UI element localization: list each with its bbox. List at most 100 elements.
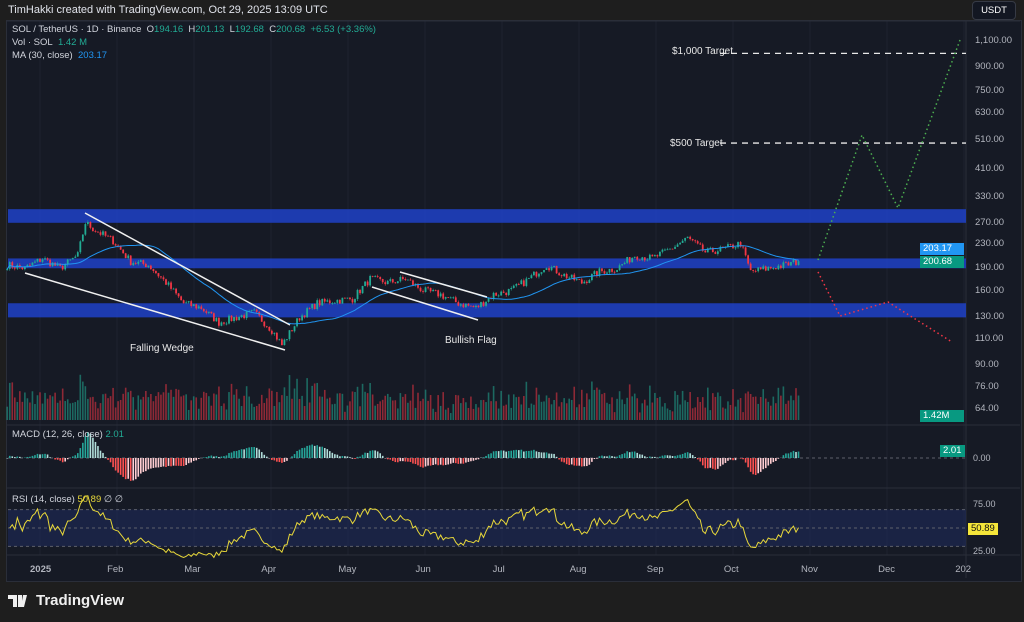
falling-wedge-label: Falling Wedge — [130, 343, 194, 354]
candle-body — [296, 318, 298, 327]
candle-body — [744, 247, 747, 256]
macd-histogram-bar — [759, 458, 762, 472]
volume-bar — [223, 403, 225, 420]
volume-bar — [122, 393, 124, 420]
candle-body — [560, 275, 563, 277]
currency-button[interactable]: USDT — [972, 1, 1016, 20]
candle-body — [291, 330, 293, 332]
volume-bar — [31, 391, 34, 420]
volume-bar — [570, 399, 573, 420]
volume-bar — [717, 392, 719, 420]
volume-bar — [523, 396, 525, 420]
macd-histogram-bar — [626, 451, 628, 458]
candle-body — [401, 277, 404, 279]
candle-body — [543, 269, 545, 273]
candle-body — [656, 255, 659, 257]
candle-body — [29, 264, 31, 266]
macd-histogram-bar — [87, 432, 89, 458]
volume-bar — [147, 397, 150, 420]
candle-body — [255, 309, 258, 312]
macd-histogram-bar — [392, 458, 394, 461]
candle-body — [601, 268, 603, 272]
volume-bar — [480, 400, 482, 420]
candle-body — [238, 317, 240, 321]
candle-body — [13, 267, 16, 269]
volume-bar — [263, 402, 266, 420]
candle-body — [92, 227, 94, 232]
macd-histogram-bar — [613, 456, 616, 458]
tradingview-logo[interactable]: TradingView — [8, 592, 124, 609]
macd-histogram-bar — [311, 444, 313, 458]
candle-body — [419, 287, 422, 292]
volume-value: 1.42 M — [57, 37, 87, 48]
volume-bar — [197, 408, 200, 420]
ma-legend: MA (30, close) 203.17 — [12, 50, 107, 61]
macd-histogram-bar — [482, 457, 485, 458]
header-caption: TimHakki created with TradingView.com, O… — [8, 4, 328, 16]
macd-histogram-bar — [172, 458, 175, 466]
volume-bar — [167, 392, 170, 420]
volume-bar — [507, 394, 510, 420]
macd-histogram-bar — [291, 456, 293, 458]
candle-body — [44, 258, 46, 260]
volume-bar — [686, 402, 689, 420]
volume-bar — [192, 396, 195, 420]
candle-body — [361, 286, 364, 294]
volume-bar — [626, 397, 628, 420]
candle-body — [666, 249, 669, 251]
candle-body — [517, 284, 520, 285]
candle-body — [79, 241, 82, 253]
macd-histogram-bar — [278, 458, 281, 463]
volume-bar — [442, 392, 444, 420]
candle-body — [676, 244, 679, 247]
candle-body — [507, 288, 510, 296]
volume-bar — [782, 386, 785, 420]
volume-bar — [593, 389, 596, 420]
volume-bar — [341, 393, 344, 420]
candle-body — [621, 264, 624, 266]
volume-bar — [255, 405, 258, 420]
candle-body — [404, 278, 407, 281]
macd-histogram-bar — [578, 458, 581, 466]
volume-bar — [376, 403, 379, 420]
volume-bar — [659, 396, 661, 420]
volume-bar — [190, 400, 192, 420]
macd-histogram-bar — [213, 456, 215, 458]
macd-histogram-bar — [729, 458, 732, 460]
candle-body — [162, 277, 165, 280]
volume-bar — [114, 407, 117, 420]
volume-bar — [165, 384, 167, 420]
macd-histogram-bar — [122, 458, 124, 477]
support-resistance-zone — [8, 209, 966, 223]
candle-body — [477, 305, 480, 307]
candle-body — [792, 259, 795, 263]
candle-body — [701, 244, 704, 251]
volume-bar — [452, 404, 455, 420]
candle-body — [220, 322, 223, 326]
candle-body — [59, 263, 62, 266]
volume-bar — [512, 394, 515, 420]
volume-bar — [689, 392, 691, 420]
macd-histogram-bar — [331, 452, 334, 458]
macd-histogram-bar — [298, 449, 301, 458]
macd-histogram-bar — [36, 453, 39, 458]
volume-bar — [24, 392, 26, 420]
candle-body — [147, 265, 150, 268]
candle-body — [689, 236, 692, 240]
volume-bar — [74, 402, 77, 420]
macd-histogram-bar — [666, 455, 669, 458]
volume-bar — [608, 404, 611, 420]
candle-body — [631, 257, 634, 263]
macd-histogram-bar — [785, 453, 787, 458]
macd-histogram-bar — [439, 458, 442, 465]
volume-bar — [747, 391, 749, 420]
volume-bar — [447, 407, 450, 420]
macd-histogram-bar — [79, 448, 82, 458]
candle-body — [149, 265, 152, 270]
price-axis-label: 76.00 — [975, 380, 999, 392]
volume-bar — [203, 391, 205, 420]
volume-bar — [495, 401, 497, 420]
volume-bar — [172, 396, 175, 420]
candle-body — [686, 236, 689, 238]
